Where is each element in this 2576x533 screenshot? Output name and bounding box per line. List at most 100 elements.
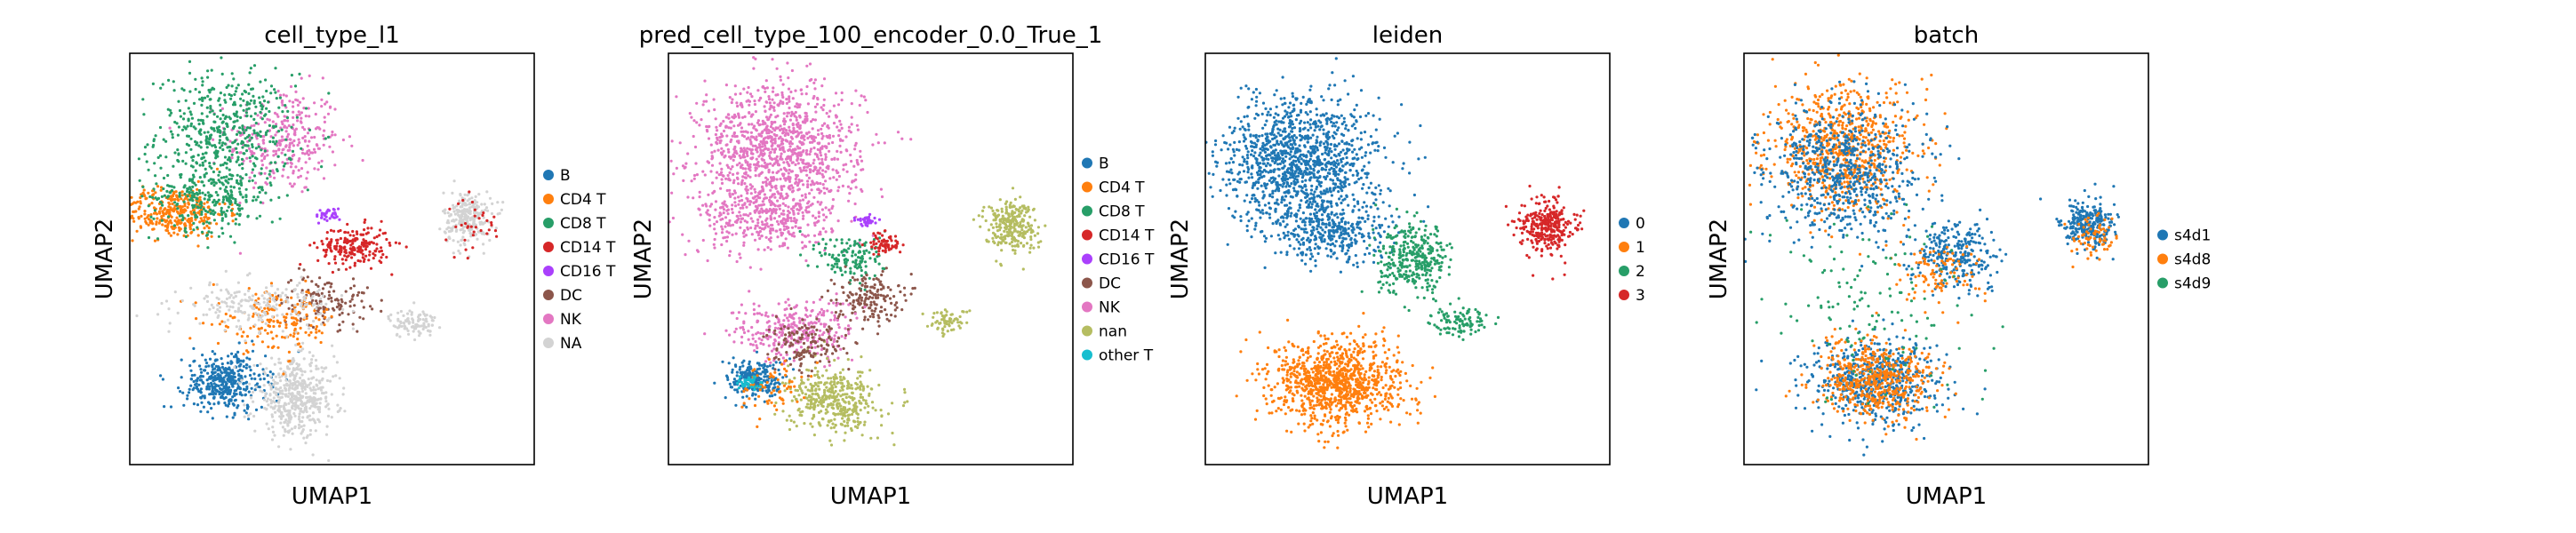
- data-point: [207, 221, 212, 225]
- data-point: [212, 201, 215, 204]
- data-point: [195, 191, 198, 195]
- data-point: [207, 230, 211, 234]
- data-point: [754, 174, 757, 178]
- data-point: [841, 184, 845, 187]
- data-point: [180, 128, 185, 131]
- data-point: [807, 176, 812, 179]
- data-point: [340, 258, 344, 261]
- data-point: [238, 251, 242, 255]
- data-point: [137, 217, 140, 220]
- data-point: [768, 180, 772, 185]
- data-point: [234, 90, 237, 93]
- data-point: [316, 290, 319, 293]
- data-point: [734, 204, 738, 208]
- data-point: [800, 179, 804, 182]
- data-point: [714, 208, 717, 211]
- data-point: [779, 124, 782, 128]
- data-point: [160, 215, 164, 219]
- data-point: [796, 162, 800, 165]
- data-point: [132, 219, 136, 223]
- data-point: [789, 207, 794, 211]
- data-point: [787, 163, 790, 166]
- data-point: [742, 87, 746, 91]
- data-point: [266, 374, 269, 378]
- data-point: [236, 290, 239, 294]
- data-point: [805, 119, 809, 123]
- data-point: [779, 177, 782, 181]
- data-point: [186, 394, 189, 397]
- data-point: [782, 117, 786, 121]
- data-point: [283, 300, 286, 304]
- data-point: [190, 219, 194, 223]
- data-point: [202, 122, 205, 125]
- data-point: [203, 396, 206, 400]
- data-point: [725, 221, 729, 226]
- data-point: [290, 398, 293, 402]
- data-point: [820, 127, 823, 131]
- data-point: [239, 115, 243, 119]
- data-point: [124, 198, 126, 201]
- data-point: [276, 113, 279, 116]
- data-point: [212, 402, 216, 406]
- data-point: [826, 123, 829, 128]
- data-point: [268, 181, 272, 185]
- data-point: [347, 240, 350, 243]
- data-point: [275, 303, 278, 306]
- data-point: [161, 203, 164, 207]
- data-point: [292, 171, 295, 175]
- data-point: [753, 238, 757, 242]
- data-point: [193, 192, 196, 196]
- data-point: [775, 229, 779, 233]
- data-point: [853, 265, 857, 268]
- data-point: [199, 410, 203, 413]
- legend-item: DC: [543, 287, 582, 305]
- data-point: [477, 211, 481, 215]
- data-point: [307, 378, 310, 381]
- data-point: [361, 252, 364, 256]
- data-point: [201, 161, 204, 164]
- data-point: [727, 116, 731, 120]
- data-point: [188, 337, 192, 340]
- data-point: [320, 239, 324, 243]
- data-point: [198, 98, 202, 101]
- data-point: [707, 161, 711, 164]
- data-point: [320, 291, 324, 295]
- data-point: [284, 145, 288, 148]
- data-point: [341, 262, 345, 266]
- data-point: [218, 203, 221, 206]
- data-point: [268, 123, 271, 127]
- data-point: [817, 169, 820, 172]
- data-point: [768, 195, 772, 199]
- data-point: [253, 377, 257, 381]
- data-point: [780, 192, 783, 195]
- data-point: [147, 235, 151, 240]
- data-point: [372, 236, 376, 240]
- data-point: [838, 266, 842, 270]
- data-point: [270, 438, 275, 442]
- data-point: [460, 217, 463, 220]
- data-point: [319, 312, 323, 315]
- data-point: [249, 412, 252, 416]
- data-point: [248, 357, 252, 361]
- data-point: [787, 87, 791, 91]
- data-point: [338, 313, 341, 316]
- data-point: [749, 217, 753, 220]
- data-point: [208, 195, 212, 199]
- data-point: [430, 315, 434, 319]
- data-point: [421, 318, 425, 322]
- data-point: [840, 251, 844, 254]
- data-point: [369, 305, 372, 308]
- data-point: [312, 241, 316, 245]
- data-point: [282, 93, 285, 97]
- data-point: [681, 233, 684, 236]
- data-point: [153, 239, 157, 243]
- data-point: [298, 157, 301, 161]
- data-point: [314, 336, 317, 339]
- data-point: [275, 168, 279, 171]
- data-point: [262, 141, 266, 145]
- data-point: [339, 303, 342, 306]
- data-point: [292, 321, 296, 324]
- data-point: [312, 376, 316, 379]
- data-point: [164, 299, 169, 303]
- data-point: [735, 163, 740, 167]
